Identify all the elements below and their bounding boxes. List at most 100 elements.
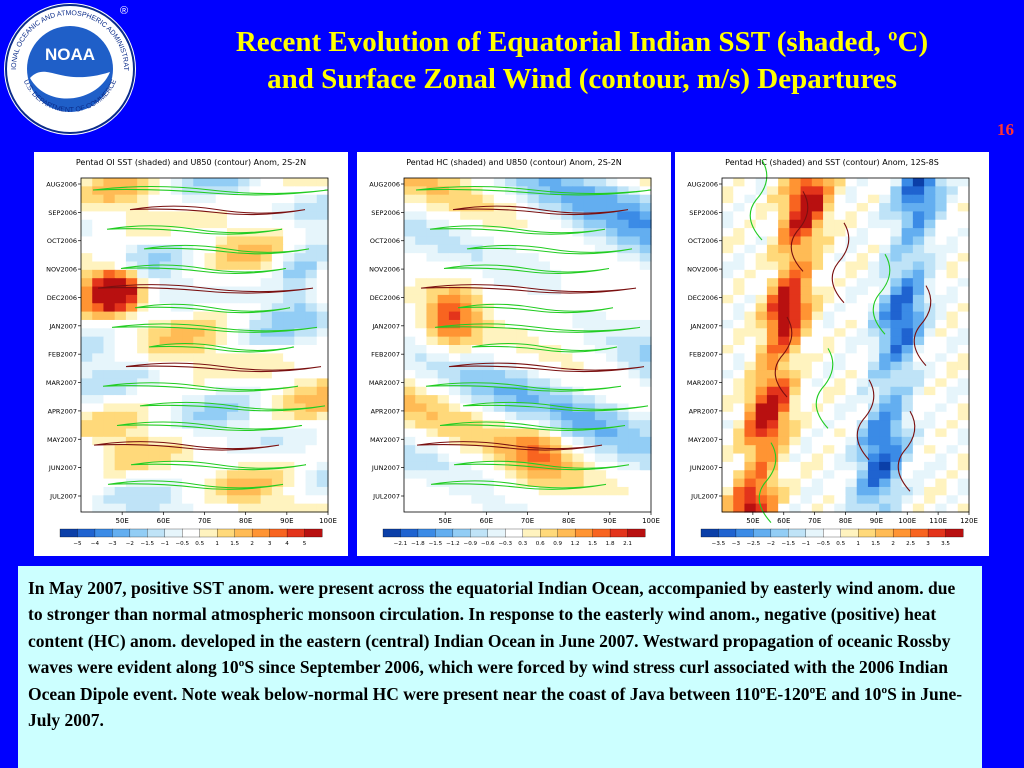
heatmap-cell (800, 486, 813, 496)
heatmap-cell (182, 428, 194, 438)
heatmap-cell (778, 453, 790, 463)
heatmap-cell (482, 311, 495, 321)
heatmap-cell (114, 428, 127, 438)
heatmap-cell (834, 428, 847, 438)
heatmap-cell (81, 319, 93, 329)
heatmap-cell (946, 178, 959, 187)
heatmap-cell (606, 411, 618, 421)
heatmap-cell (460, 403, 472, 413)
heatmap-cell (823, 194, 835, 204)
heatmap-cell (879, 395, 892, 405)
heatmap-cell (722, 361, 734, 371)
heatmap-cell (260, 378, 273, 388)
heatmap-cell (125, 186, 138, 196)
heatmap-cell (628, 353, 641, 363)
heatmap-cell (437, 370, 450, 379)
chart-panel-hc-u850: Pentad HC (shaded) and U850 (contour) An… (357, 152, 671, 556)
colorbar-swatch (700, 528, 719, 538)
heatmap-cell (778, 411, 790, 421)
heatmap-cell (271, 228, 284, 238)
heatmap-cell (789, 228, 802, 238)
heatmap-cell (744, 445, 757, 455)
heatmap-cell (249, 453, 262, 463)
heatmap-cell (294, 428, 307, 438)
heatmap-cell (572, 219, 585, 229)
heatmap-cell (426, 219, 439, 229)
heatmap-cell (561, 244, 574, 254)
heatmap-cell (538, 436, 551, 446)
heatmap-cell (789, 503, 802, 513)
heatmap-cell (538, 453, 551, 463)
colorbar-swatch (927, 528, 946, 538)
heatmap-cell (527, 411, 540, 421)
heatmap-cell (572, 370, 585, 379)
y-tick-label: DEC2006 (688, 294, 718, 302)
heatmap-cell (493, 253, 506, 263)
heatmap-cell (505, 503, 517, 513)
heatmap-cell (733, 495, 746, 505)
contour-negative (790, 191, 809, 272)
heatmap-cell (946, 461, 959, 471)
heatmap-cell (516, 345, 529, 354)
heatmap-cell (628, 278, 641, 288)
heatmap-cell (516, 311, 529, 321)
heatmap-cell (935, 361, 948, 371)
heatmap-cell (583, 261, 596, 271)
heatmap-cell (834, 253, 847, 263)
heatmap-cell (867, 445, 880, 455)
heatmap-cell (722, 420, 734, 430)
heatmap-cell (890, 478, 903, 488)
heatmap-cell (628, 261, 641, 271)
heatmap-cell (549, 345, 562, 354)
heatmap-cell (283, 386, 295, 396)
heatmap-cell (226, 319, 239, 329)
heatmap-cell (935, 211, 948, 221)
heatmap-cell (415, 328, 428, 338)
heatmap-cell (193, 311, 206, 321)
heatmap-cell (722, 478, 734, 488)
heatmap-cell (437, 286, 450, 296)
heatmap-cell (471, 395, 484, 405)
heatmap-cell (170, 328, 183, 338)
heatmap-cell (867, 253, 880, 263)
heatmap-cell (103, 461, 116, 471)
heatmap-cell (946, 445, 959, 455)
heatmap-cell (283, 319, 295, 329)
heatmap-cell (114, 203, 127, 212)
heatmap-cell (137, 345, 149, 354)
heatmap-cell (305, 319, 318, 329)
heatmap-cell (755, 461, 768, 471)
colorbar-label: 1.2 (571, 541, 580, 547)
heatmap-cell (238, 261, 251, 271)
heatmap-cell (271, 211, 284, 221)
heatmap-cell (946, 328, 959, 338)
heatmap-cell (766, 445, 779, 455)
heatmap-cell (924, 436, 936, 446)
heatmap-cell (81, 261, 93, 271)
heatmap-cell (800, 286, 813, 296)
x-tick-label: 90E (280, 517, 293, 525)
heatmap-cell (137, 311, 149, 321)
heatmap-cell (103, 228, 116, 238)
heatmap-cell (538, 486, 551, 496)
colorbar-swatch (522, 528, 541, 538)
heatmap-cell (249, 445, 262, 455)
y-tick-label: NOV2006 (687, 266, 718, 274)
heatmap-cell (946, 386, 959, 396)
heatmap-cell (946, 395, 959, 405)
heatmap-cell (561, 186, 574, 196)
heatmap-cell (901, 278, 914, 288)
heatmap-cell (404, 261, 416, 271)
heatmap-cell (867, 261, 880, 271)
heatmap-cell (460, 495, 472, 505)
heatmap-cell (448, 211, 461, 221)
heatmap-cell (316, 219, 329, 229)
heatmap-cell (271, 253, 284, 263)
heatmap-cell (935, 503, 948, 513)
heatmap-cell (935, 370, 948, 379)
heatmap-cell (260, 319, 273, 329)
heatmap-cell (789, 253, 802, 263)
heatmap-cell (957, 219, 970, 229)
heatmap-cell (935, 470, 948, 480)
heatmap-cell (260, 345, 273, 354)
